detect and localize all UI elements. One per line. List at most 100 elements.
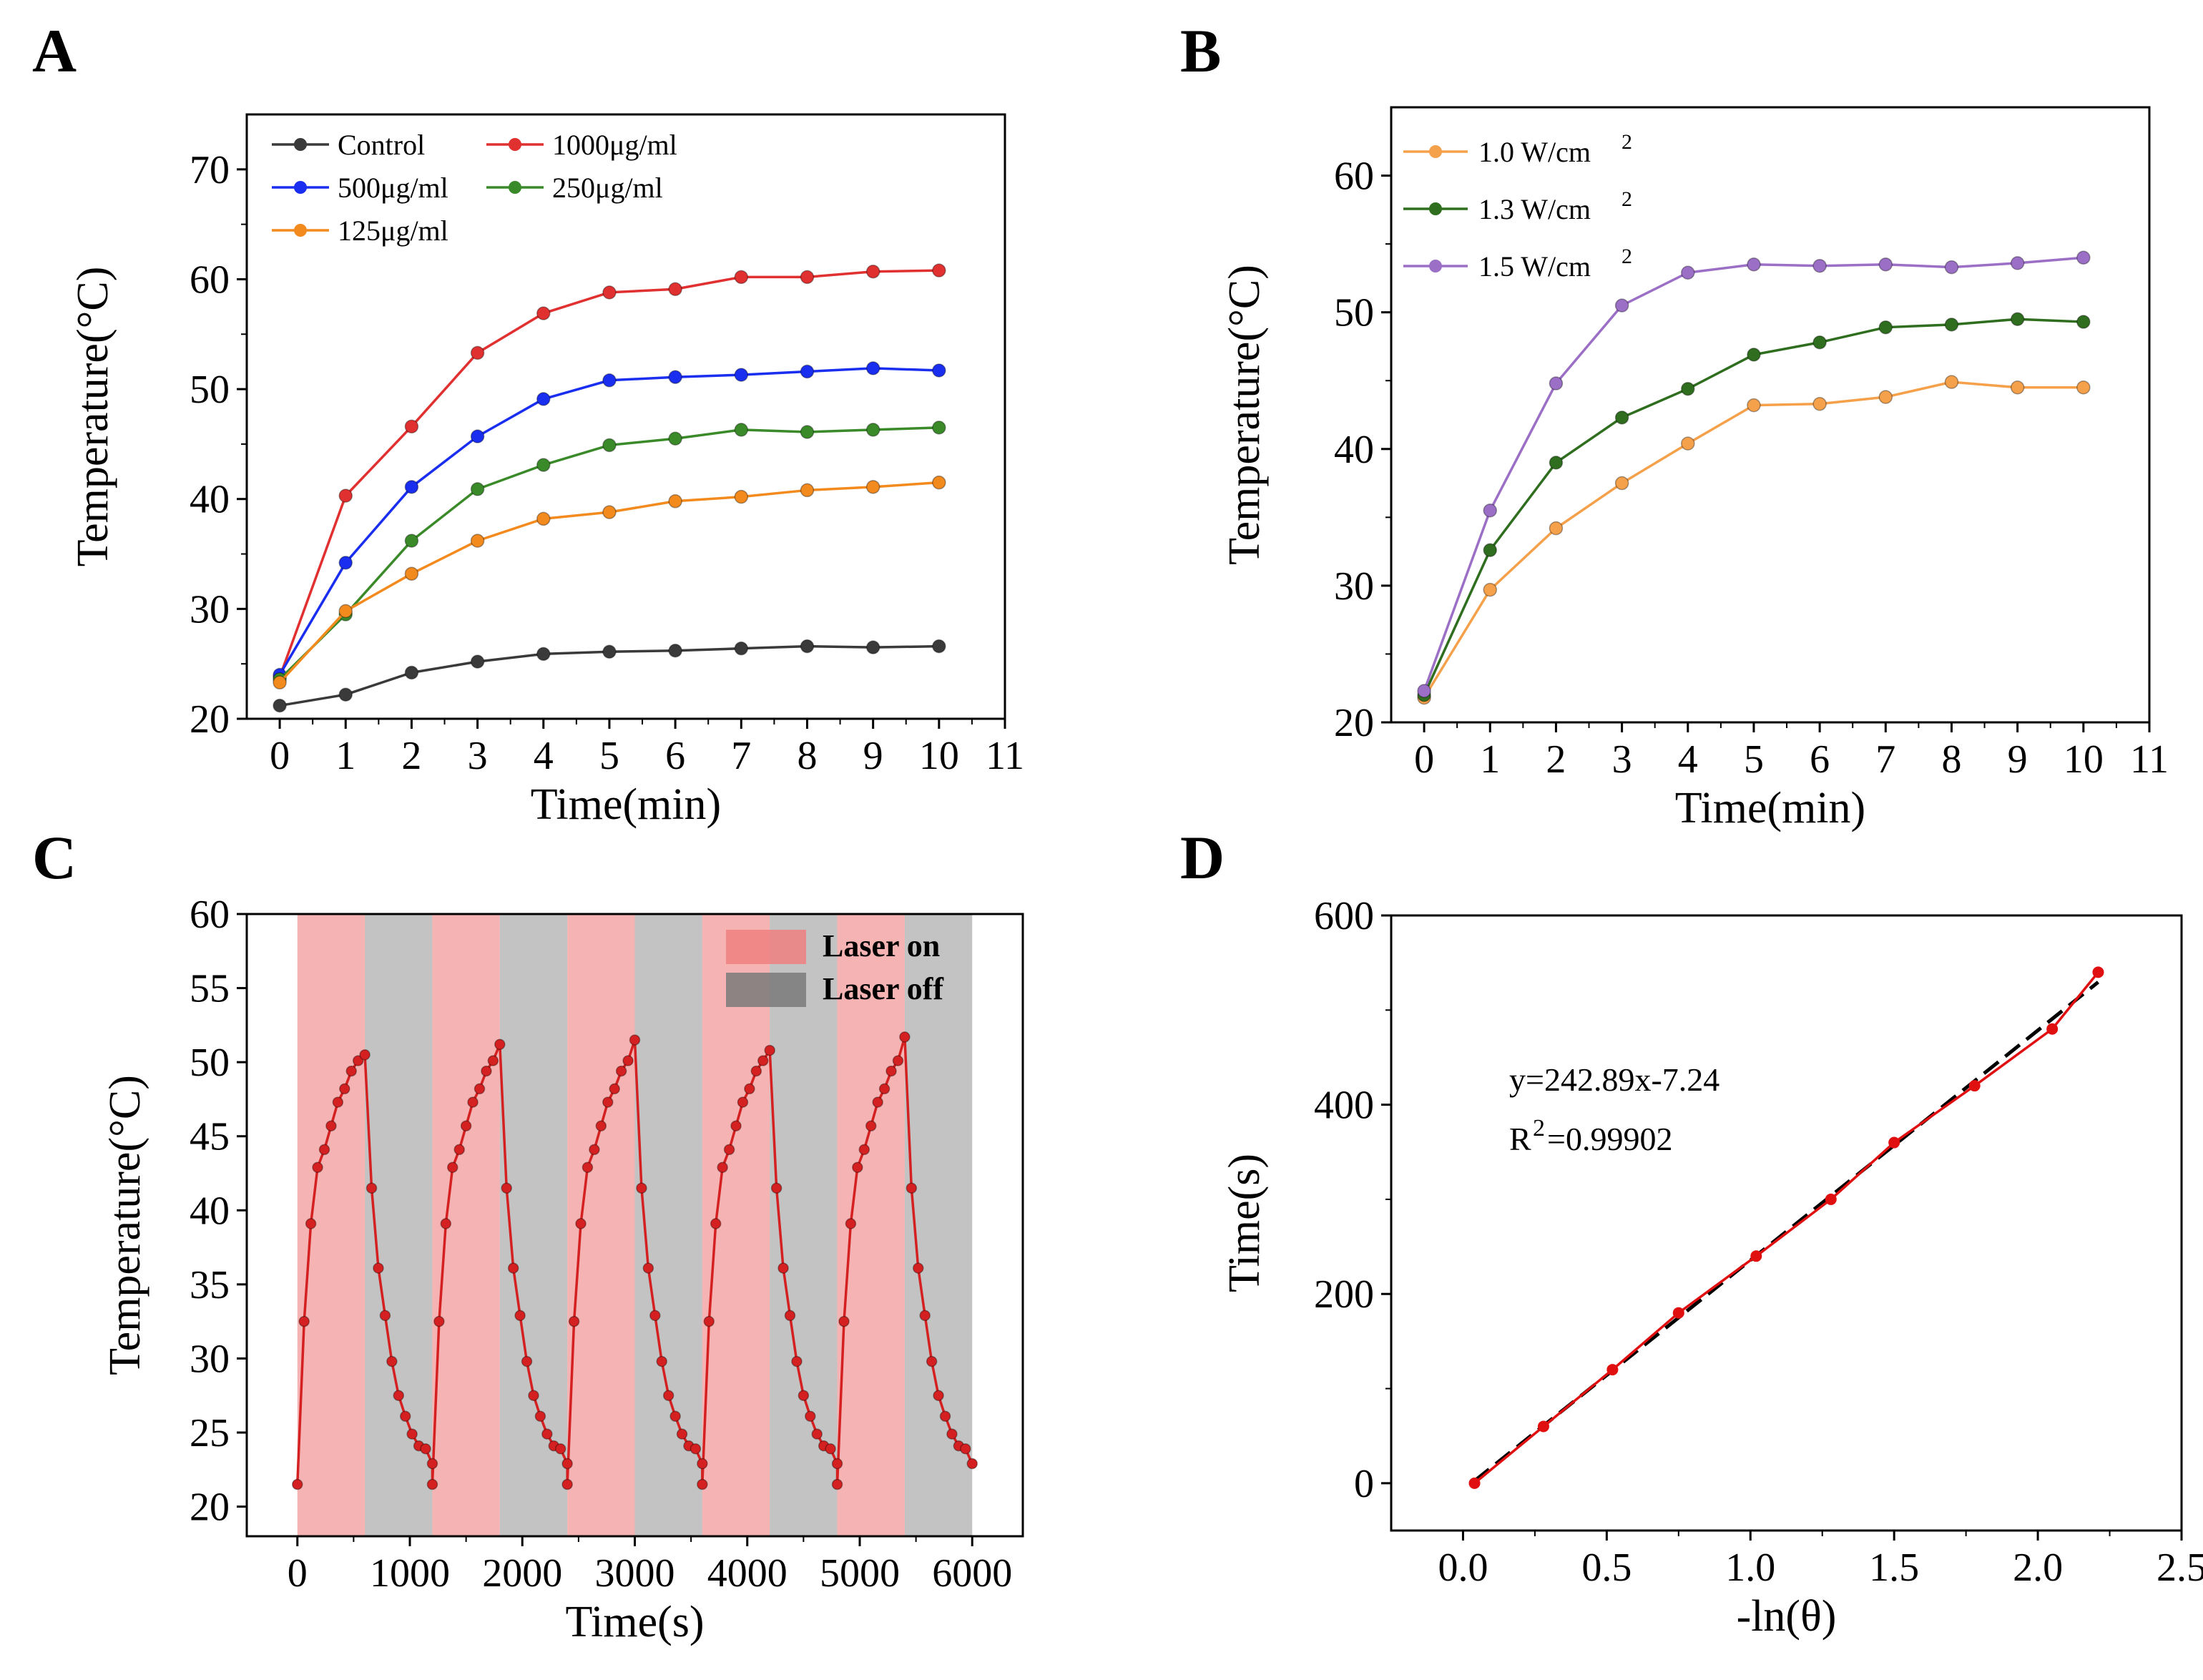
series-c-point <box>595 1120 607 1131</box>
series-a-0-point <box>273 698 287 713</box>
series-a-0-point <box>602 644 617 659</box>
series-a-2-point <box>404 480 419 494</box>
series-a-2-point <box>536 392 551 406</box>
x-tick-label: 9 <box>2008 737 2028 782</box>
series-c-point <box>453 1144 465 1156</box>
y-tick-label: 400 <box>1314 1084 1374 1128</box>
legend-superscript: 2 <box>1621 130 1632 154</box>
series-c-point <box>913 1262 924 1274</box>
series-c-point <box>656 1355 667 1367</box>
x-tick-label: 7 <box>1875 737 1895 782</box>
panel-label-b: B <box>1180 16 1221 85</box>
series-c-point <box>784 1310 796 1322</box>
y-tick-label: 20 <box>1334 701 1374 745</box>
series-a-4-point <box>404 566 419 581</box>
series-c-point <box>770 1182 782 1194</box>
series-c-point <box>777 1262 789 1274</box>
series-c-point <box>960 1443 971 1455</box>
series-c-point <box>352 1055 364 1066</box>
series-c-point <box>757 1055 769 1066</box>
series-a-3-line <box>278 426 939 680</box>
x-tick-label: 3 <box>468 734 488 778</box>
y-tick-label: 45 <box>190 1115 230 1159</box>
series-a-0-point <box>470 654 485 669</box>
series-a-0-point <box>932 639 946 654</box>
series-d-point <box>2046 1023 2059 1035</box>
series-a-0-point <box>734 641 749 656</box>
series-c-point <box>669 1410 681 1422</box>
y-tick-label: 0 <box>1354 1462 1374 1506</box>
y-axis-title: Temperature(°C) <box>1220 265 1269 565</box>
series-c-point <box>649 1310 661 1322</box>
series-d-point <box>1968 1080 1981 1092</box>
series-c-point <box>514 1310 526 1322</box>
series-a-1-point <box>602 285 617 300</box>
series-c-point <box>541 1428 553 1440</box>
series-a-2-point <box>602 373 617 388</box>
laser-off-band <box>904 914 973 1536</box>
legend-marker <box>294 224 307 237</box>
series-c-point <box>798 1390 810 1401</box>
y-tick-label: 35 <box>190 1263 230 1307</box>
series-b-1-line <box>1423 318 2084 696</box>
series-c-point <box>615 1065 627 1077</box>
series-b-1-point <box>1614 411 1629 425</box>
laser-off-band <box>499 914 568 1536</box>
series-d-point <box>1825 1193 1837 1205</box>
series-b-1-point <box>1747 348 1761 362</box>
series-b-2-point <box>1944 260 1959 275</box>
series-b-2-point <box>2010 256 2025 270</box>
series-a-3-point <box>668 431 682 446</box>
series-b-2-point <box>1614 298 1629 313</box>
series-a-4-point <box>602 505 617 519</box>
series-c-point <box>481 1065 492 1077</box>
series-b-1-point <box>1878 320 1893 335</box>
series-a-1-line <box>278 269 939 678</box>
series-a-3-point <box>536 458 551 472</box>
series-c-point <box>487 1055 499 1066</box>
fit-line <box>1473 981 2100 1483</box>
series-c-point <box>589 1144 600 1156</box>
series-c-point <box>690 1443 702 1455</box>
series-b-1-point <box>1812 335 1827 350</box>
series-b-1-point <box>1549 456 1564 470</box>
laser-off-band <box>365 914 433 1536</box>
series-a-4-point <box>338 604 353 619</box>
series-c-point <box>730 1120 742 1131</box>
series-a-2-point <box>865 361 880 375</box>
x-tick-label: 0 <box>270 734 290 778</box>
series-a-1-point <box>932 263 946 277</box>
x-tick-label: 11 <box>2130 737 2169 782</box>
series-c-point <box>919 1310 931 1322</box>
r-squared-value: =0.99902 <box>1547 1121 1672 1157</box>
y-tick-label: 200 <box>1314 1272 1374 1317</box>
series-a-1-point <box>668 282 682 297</box>
legend-label: 1.0 W/cm <box>1478 136 1591 168</box>
series-b-2-point <box>1549 376 1564 390</box>
series-a-3-point <box>404 534 419 548</box>
series-a-1-point <box>338 488 353 503</box>
series-a-1-point <box>800 270 815 285</box>
series-c-point <box>339 1083 350 1095</box>
y-tick-label: 50 <box>190 1041 230 1085</box>
series-c-point <box>636 1182 647 1194</box>
series-b-0-point <box>1681 436 1695 451</box>
x-axis-title: Time(min) <box>531 780 721 829</box>
series-b-2-point <box>1417 684 1431 698</box>
x-tick-label: 5000 <box>820 1551 900 1596</box>
series-c-point <box>568 1315 580 1327</box>
series-c-point <box>697 1478 708 1490</box>
series-d-line <box>1473 971 2099 1485</box>
plot-frame <box>1390 106 2151 724</box>
x-tick-label: 1.5 <box>1869 1546 1919 1590</box>
series-b-0-point <box>2010 380 2025 395</box>
series-c-point <box>399 1410 411 1422</box>
series-c-point <box>467 1096 479 1108</box>
series-c-point <box>872 1096 883 1108</box>
series-c-point <box>926 1355 938 1367</box>
series-c-point <box>534 1410 546 1422</box>
series-c-point <box>345 1065 357 1077</box>
series-d-point <box>1537 1420 1549 1433</box>
series-c-point <box>447 1161 458 1173</box>
